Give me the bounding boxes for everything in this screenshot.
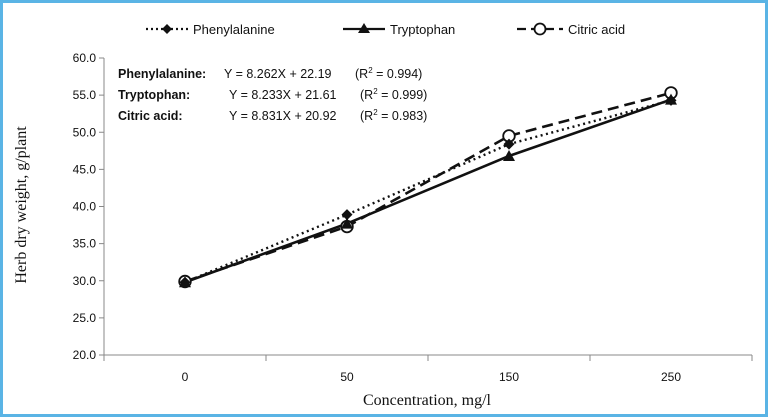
y-tick-label: 30.0 <box>73 274 97 288</box>
regression-equations: Phenylalanine: Y = 8.262X + 22.19 (R2 = … <box>118 66 427 123</box>
series-line-phenylalanine <box>184 99 672 284</box>
legend-marker-triangle <box>358 23 370 33</box>
data-point-tryptophan <box>665 93 677 105</box>
equation-phenylalanine: Phenylalanine: Y = 8.262X + 22.19 (R2 = … <box>118 66 422 81</box>
equation-r2: (R2 = 0.994) <box>355 66 422 81</box>
y-tick-label: 60.0 <box>73 51 97 65</box>
data-point-phenylalanine <box>503 138 515 150</box>
equation-name: Citric acid: <box>118 109 183 123</box>
legend-marker-circle <box>533 22 547 36</box>
x-tick-label: 0 <box>182 370 189 384</box>
series-line-tryptophan <box>184 98 672 284</box>
data-point-tryptophan <box>503 150 515 162</box>
x-axis-title: Concentration, mg/l <box>363 392 492 409</box>
x-tick-label: 50 <box>340 370 354 384</box>
equation-citric-acid: Citric acid: Y = 8.831X + 20.92 (R2 = 0.… <box>118 108 427 123</box>
equation-name: Tryptophan: <box>118 88 190 102</box>
legend-item-citric-acid: Citric acid <box>517 22 625 37</box>
legend-item-phenylalanine: Phenylalanine <box>146 22 275 37</box>
legend-label-tryptophan: Tryptophan <box>390 22 455 37</box>
equation-name: Phenylalanine: <box>118 67 206 81</box>
equation-r2: (R2 = 0.999) <box>360 87 427 102</box>
x-tick-label: 150 <box>499 370 519 384</box>
y-tick-label: 40.0 <box>73 200 97 214</box>
data-point-tryptophan <box>179 276 191 288</box>
y-tick-label: 20.0 <box>73 348 97 362</box>
legend: Phenylalanine Tryptophan Citric acid <box>146 22 625 37</box>
x-tick-label: 250 <box>661 370 681 384</box>
equation-formula: Y = 8.831X + 20.92 <box>229 109 337 123</box>
equation-r2: (R2 = 0.983) <box>360 108 427 123</box>
y-tick-label: 25.0 <box>73 311 97 325</box>
y-tick-label: 35.0 <box>73 237 97 251</box>
legend-item-tryptophan: Tryptophan <box>343 22 455 37</box>
equation-formula: Y = 8.262X + 22.19 <box>224 67 332 81</box>
y-tick-label: 55.0 <box>73 88 97 102</box>
y-tick-label: 50.0 <box>73 125 97 139</box>
y-axis-title: Herb dry weight, g/plant <box>13 126 30 284</box>
legend-marker-diamond <box>162 24 172 34</box>
equation-tryptophan: Tryptophan: Y = 8.233X + 21.61 (R2 = 0.9… <box>118 87 427 102</box>
data-point-tryptophan <box>341 217 353 229</box>
legend-label-citric-acid: Citric acid <box>568 22 625 37</box>
series-layer <box>178 86 678 289</box>
data-point-phenylalanine <box>341 209 353 221</box>
axes: 20.0 25.0 30.0 35.0 40.0 45.0 50.0 55.0 60.0 0 50 1… <box>73 51 753 384</box>
equation-formula: Y = 8.233X + 21.61 <box>229 88 337 102</box>
legend-label-phenylalanine: Phenylalanine <box>193 22 275 37</box>
y-tick-label: 45.0 <box>73 162 97 176</box>
